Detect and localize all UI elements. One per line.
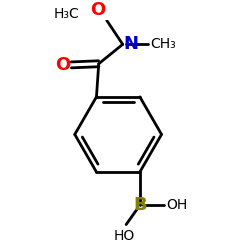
Text: HO: HO (113, 229, 134, 243)
Text: OH: OH (166, 198, 188, 212)
Text: N: N (124, 35, 138, 53)
Text: CH₃: CH₃ (150, 37, 176, 51)
Text: O: O (55, 56, 70, 74)
Text: O: O (90, 1, 106, 19)
Text: H₃C: H₃C (54, 6, 80, 20)
Text: B: B (133, 196, 147, 214)
